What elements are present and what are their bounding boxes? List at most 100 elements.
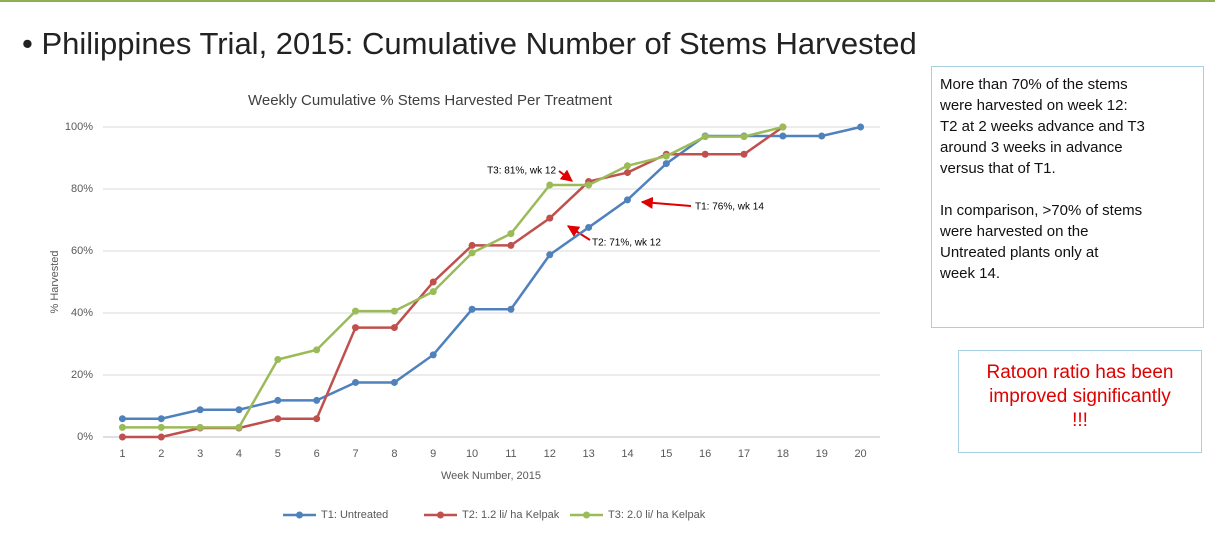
data-point	[662, 160, 670, 168]
notes-line: versus that of T1.	[940, 160, 1056, 177]
notes-line: In comparison, >70% of stems	[940, 202, 1143, 219]
x-tick-label: 12	[544, 448, 556, 460]
chart-title: Weekly Cumulative % Stems Harvested Per …	[248, 92, 613, 109]
data-point	[352, 324, 360, 332]
series-line	[122, 125, 784, 429]
data-point	[157, 415, 165, 423]
data-point	[740, 133, 748, 141]
x-tick-label: 5	[275, 448, 281, 460]
data-point	[352, 378, 360, 386]
x-tick-label: 9	[430, 448, 436, 460]
notes-line: week 14.	[940, 265, 1001, 282]
annotation-arrow	[558, 169, 573, 182]
x-tick-label: 3	[197, 448, 203, 460]
data-point	[429, 288, 437, 296]
data-point	[507, 305, 515, 313]
x-tick-label: 15	[660, 448, 672, 460]
notes-line: Untreated plants only at	[940, 244, 1099, 261]
data-point	[118, 423, 126, 431]
data-point	[118, 433, 126, 441]
data-point	[818, 132, 826, 140]
data-point	[274, 396, 282, 404]
data-point	[701, 133, 709, 141]
x-tick-label: 13	[583, 448, 595, 460]
x-tick-label: 1	[119, 448, 125, 460]
paragraph-gap	[940, 179, 1195, 200]
data-point	[313, 415, 321, 423]
data-point	[779, 123, 787, 131]
x-tick-label: 11	[505, 448, 516, 460]
data-point	[196, 406, 204, 414]
y-tick-label: 80%	[71, 183, 93, 195]
data-point	[235, 423, 243, 431]
data-point	[468, 305, 476, 313]
callout-line: !!!	[1072, 410, 1088, 431]
callout-line: improved significantly	[989, 386, 1171, 407]
data-point	[313, 396, 321, 404]
data-point	[779, 132, 787, 140]
data-point	[157, 423, 165, 431]
data-point	[313, 346, 321, 354]
notes-line: around 3 weeks in advance	[940, 139, 1123, 156]
data-point	[274, 356, 282, 363]
data-point	[235, 406, 243, 414]
callout-line: Ratoon ratio has been	[986, 362, 1174, 383]
x-tick-label: 6	[314, 448, 320, 460]
legend-label: T3: 2.0 li/ ha Kelpak	[608, 509, 706, 521]
notes-line: T2 at 2 weeks advance and T3	[940, 118, 1145, 135]
data-point	[390, 324, 398, 332]
notes-box: More than 70% of the stems were harvested…	[931, 66, 1204, 328]
data-point	[623, 196, 631, 204]
data-point	[157, 433, 165, 441]
data-point	[468, 249, 476, 257]
data-point	[546, 251, 554, 259]
x-tick-label: 20	[854, 448, 866, 460]
data-point	[546, 181, 554, 189]
x-tick-label: 16	[699, 448, 711, 460]
data-point	[507, 230, 515, 238]
data-point	[196, 423, 204, 431]
x-axis-label: Week Number, 2015	[441, 470, 541, 482]
legend-marker	[296, 511, 303, 519]
data-point	[623, 169, 631, 177]
data-point	[507, 241, 515, 249]
x-tick-label: 19	[816, 448, 828, 460]
x-tick-label: 18	[777, 448, 789, 460]
notes-line: were harvested on week 12:	[940, 97, 1128, 114]
annotation: T1: 76%, wk 14	[695, 202, 764, 213]
x-tick-label: 17	[738, 448, 750, 460]
data-point	[390, 378, 398, 386]
annotation: T2: 71%, wk 12	[592, 238, 661, 249]
legend-label: T1: Untreated	[321, 509, 388, 521]
data-point	[662, 152, 670, 160]
y-tick-label: 20%	[71, 369, 93, 381]
legend-marker	[583, 511, 590, 519]
x-tick-label: 7	[352, 448, 358, 460]
x-tick-label: 8	[391, 448, 397, 460]
y-tick-label: 0%	[77, 431, 93, 443]
annotation-arrow	[640, 196, 692, 209]
data-point	[429, 278, 437, 286]
notes-line: More than 70% of the stems	[940, 76, 1128, 93]
x-tick-label: 2	[158, 448, 164, 460]
data-point	[585, 223, 593, 231]
y-tick-label: 60%	[71, 245, 93, 257]
annotation: T3: 81%, wk 12	[487, 166, 556, 177]
data-point	[352, 307, 360, 315]
x-tick-label: 10	[466, 448, 478, 460]
callout-box: Ratoon ratio has been improved significan…	[958, 350, 1202, 453]
series-line	[122, 125, 784, 439]
y-axis-label: % Harvested	[49, 251, 61, 314]
legend-label: T2: 1.2 li/ ha Kelpak	[462, 509, 560, 521]
x-tick-label: 4	[236, 448, 242, 460]
y-tick-label: 40%	[71, 307, 93, 319]
y-tick-label: 100%	[65, 121, 93, 133]
x-tick-label: 14	[621, 448, 633, 460]
data-point	[585, 181, 593, 189]
data-point	[274, 415, 282, 423]
data-point	[546, 214, 554, 222]
data-point	[623, 162, 631, 170]
data-point	[118, 415, 126, 423]
